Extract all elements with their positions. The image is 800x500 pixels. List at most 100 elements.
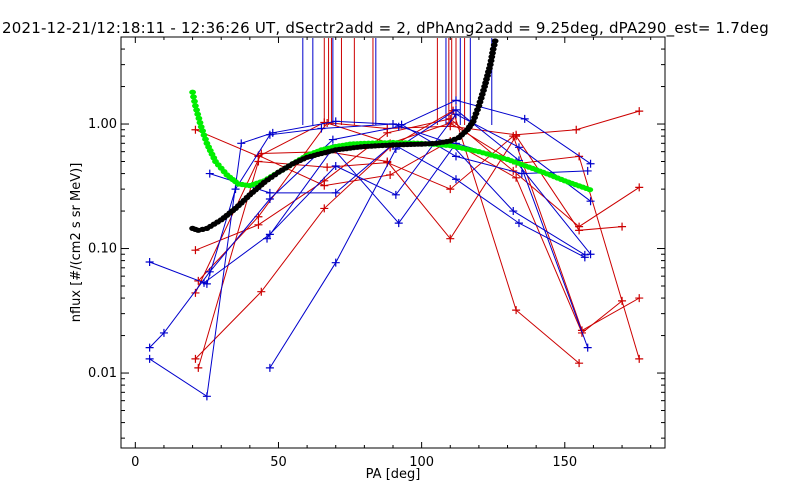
green-fit-dot [199,128,207,134]
red-plus-marker [635,294,644,303]
blue-plus-marker [394,219,403,228]
red-plus-marker [386,170,395,179]
green-fit-dot [202,136,209,142]
black-fit-dot [487,58,495,64]
x-tick-label: 100 [409,455,434,470]
blue-plus-marker [331,188,340,197]
blue-series-line [269,109,589,369]
y-axis-label: nflux [#/(cm2 s sr MeV)] [69,163,84,323]
black-fit-dot [486,62,494,68]
blue-plus-marker [200,278,209,287]
blue-plus-marker [514,219,523,228]
y-tick-label: 0.01 [88,366,117,381]
blue-plus-marker [145,354,154,363]
red-series-line [195,118,640,251]
red-plus-marker [446,118,455,127]
blue-plus-marker [205,169,214,178]
y-tick-label: 1.00 [88,117,117,132]
blue-plus-marker [586,250,595,259]
black-fit-dot [489,46,497,52]
plot-frame [120,36,666,449]
blue-plus-marker [509,207,518,216]
blue-plus-marker [583,166,592,175]
green-fit-dot [195,115,203,121]
red-series-line [194,135,623,294]
blue-plus-marker [451,152,460,161]
red-plus-marker [320,204,329,213]
red-plus-marker [618,222,627,231]
green-fit-dot [200,132,208,138]
red-plus-marker [635,107,644,116]
blue-plus-marker [580,253,589,262]
red-series-line [197,135,640,369]
blue-plus-marker [317,124,326,133]
red-plus-marker [191,354,200,363]
red-plus-marker [254,220,263,229]
blue-plus-marker [451,96,460,105]
blue-plus-marker [328,135,337,144]
black-fit-dot [476,99,484,105]
black-fit-dot [489,50,496,56]
axes-layer: 0 50 100 150 0.01 0.10 1.00 [88,36,665,470]
blue-plus-marker [265,188,274,197]
black-fit-dot [474,107,481,113]
red-plus-marker [257,287,266,296]
blue-plus-marker [145,257,154,266]
black-fit-dot [491,38,499,44]
blue-plus-marker [331,117,340,126]
blue-plus-marker [391,190,400,199]
blue-plus-marker [520,114,529,123]
green-fit-dot [194,111,202,117]
blue-plus-marker [586,159,595,168]
green-fit-dot [196,120,204,126]
red-plus-marker [635,183,644,192]
blue-plus-marker [237,139,246,148]
x-tick-label: 0 [131,455,139,470]
red-series-line [258,140,623,334]
red-plus-marker [194,363,203,372]
blue-plus-marker [331,258,340,267]
plot-data-layer [145,38,644,401]
red-plus-marker [635,354,644,363]
blue-plus-marker [265,363,274,372]
x-tick-label: 150 [552,455,577,470]
green-fit-dot [189,89,197,95]
x-axis-label: PA [deg] [366,467,421,482]
blue-plus-marker [583,343,592,352]
red-series-line [195,110,640,157]
blue-plus-marker [145,343,154,352]
black-fit-dot [480,87,487,93]
blue-plus-marker [514,143,523,152]
red-plus-marker [572,125,581,134]
y-tick-label: 0.10 [88,242,117,257]
red-plus-marker [575,359,584,368]
blue-plus-marker [268,128,277,137]
black-fit-dot [472,111,480,117]
blue-plus-marker [451,105,460,114]
blue-plus-marker [263,234,272,243]
red-plus-marker [446,185,455,194]
red-plus-marker [323,163,332,172]
green-fit-dot [192,103,199,109]
green-fit-dot [197,124,205,130]
black-fit-dot [469,118,477,124]
red-plus-marker [509,132,518,141]
x-tick-label: 50 [270,455,287,470]
blue-plus-marker [586,197,595,206]
red-plus-marker [575,226,584,235]
green-fit-dot [191,98,198,104]
blue-plus-marker [205,267,214,276]
red-plus-marker [191,246,200,255]
black-fit-dot [478,91,486,97]
blue-plus-marker [517,169,526,178]
blue-plus-marker [451,175,460,184]
blue-series-line [209,143,586,258]
red-plus-marker [512,173,521,182]
blue-plus-marker [331,162,340,171]
black-fit-dot [488,54,496,60]
blue-plus-marker [397,120,406,129]
black-fit-dot [471,114,478,121]
green-fit-dot [586,187,594,193]
green-fit-dot [190,94,197,100]
